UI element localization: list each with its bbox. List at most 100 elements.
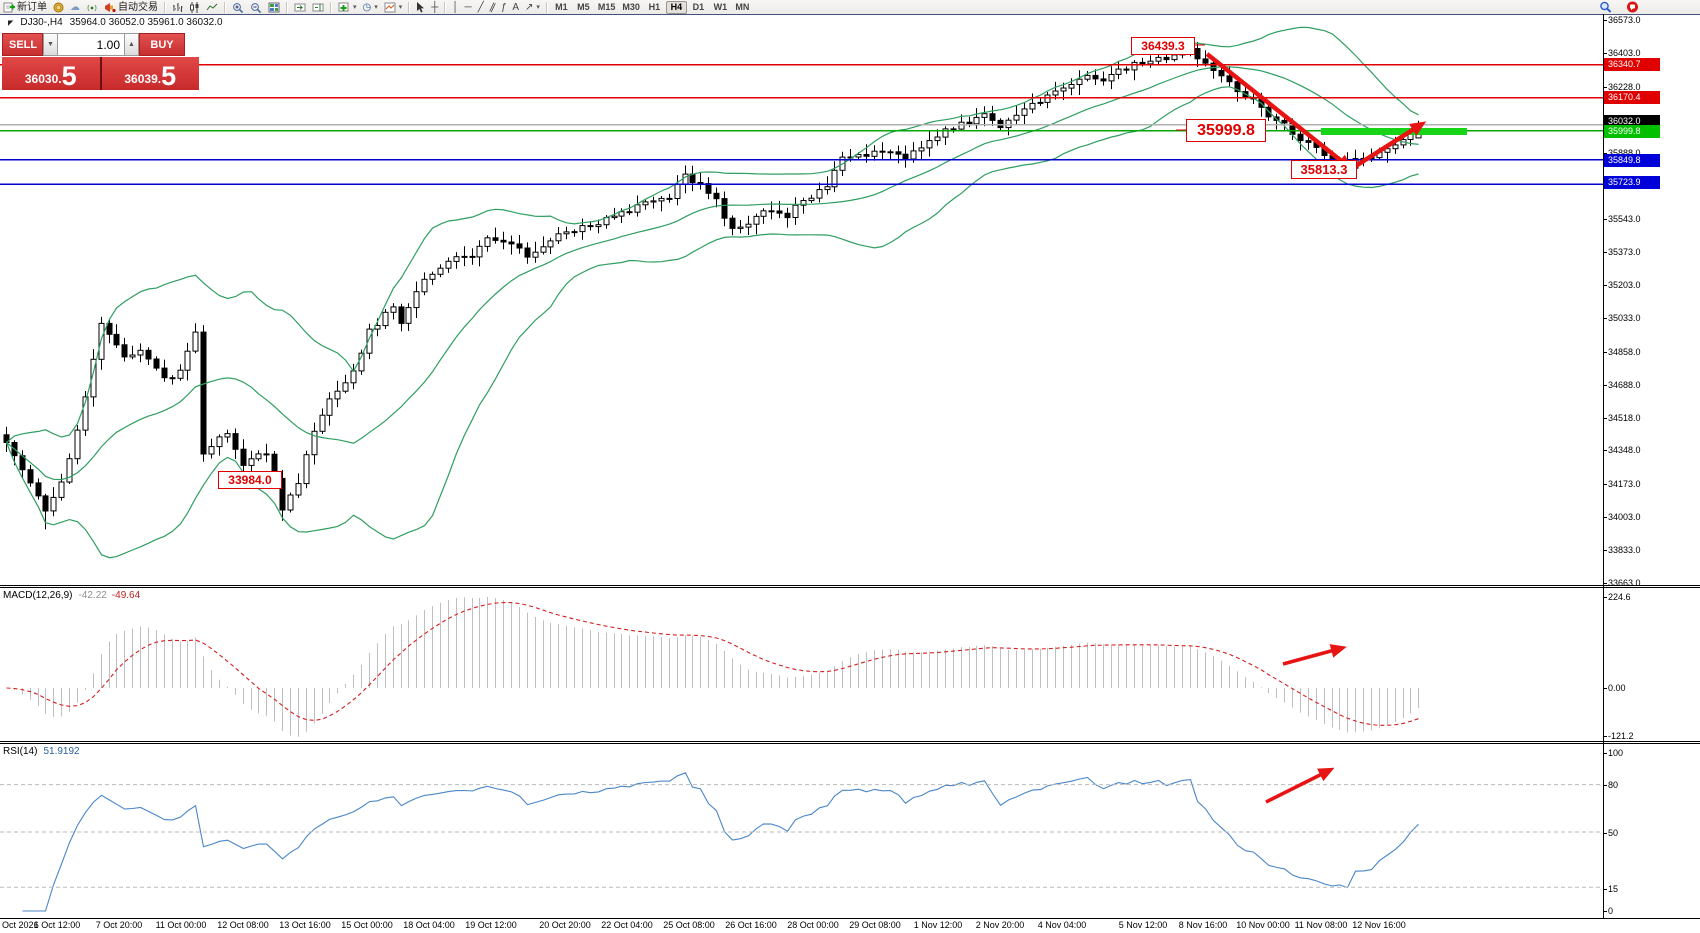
- horizontal-line-icon: ─: [464, 1, 472, 13]
- time-axis-label: 18 Oct 04:00: [403, 920, 455, 930]
- timeframe-m5[interactable]: M5: [573, 1, 594, 14]
- add-indicator-icon: [338, 2, 350, 13]
- fibonacci-icon: ƒ: [500, 1, 507, 13]
- autotrading-label: 自动交易: [118, 1, 158, 13]
- channel-button[interactable]: ∥: [487, 1, 498, 14]
- cursor-button[interactable]: [413, 1, 428, 14]
- time-axis: Oct 2021 6 Oct 12:00 7 Oct 20:00 11 Oct 00:…: [0, 919, 1700, 933]
- timeframe-m30[interactable]: M30: [619, 1, 643, 14]
- chart-shift-icon: [312, 2, 324, 13]
- text-button[interactable]: A: [509, 1, 522, 14]
- time-axis-label: 7 Oct 20:00: [95, 920, 143, 930]
- timeframe-h4[interactable]: H4: [665, 0, 687, 14]
- time-axis-label: 8 Nov 16:00: [1178, 920, 1228, 930]
- line-chart-button[interactable]: [203, 1, 221, 14]
- cloud-button[interactable]: ☁: [67, 1, 83, 14]
- search-button[interactable]: [1596, 1, 1615, 14]
- timeframe-group: M1 M5 M15 M30 H1 H4 D1 W1 MN: [551, 0, 753, 14]
- time-axis-label: 1 Nov 12:00: [913, 920, 963, 930]
- volume-decrease-button[interactable]: ▼: [43, 33, 58, 56]
- annotation-low-price[interactable]: 33984.0: [218, 471, 282, 489]
- time-axis-label: 6 Oct 12:00: [33, 920, 81, 930]
- buy-button[interactable]: BUY: [139, 33, 185, 56]
- timeframe-mn[interactable]: MN: [732, 1, 753, 14]
- time-axis-label: 15 Oct 00:00: [341, 920, 393, 930]
- toolbar-separator: [224, 1, 226, 13]
- one-click-trading-panel: SELL ▼ ▲ BUY 36030.5 36039.5: [2, 33, 199, 90]
- time-axis-label: 2 Nov 20:00: [975, 920, 1025, 930]
- time-axis-label: 4 Nov 04:00: [1037, 920, 1087, 930]
- volume-input[interactable]: [58, 33, 124, 56]
- trendline-icon: ╱: [477, 1, 484, 13]
- trendline-button[interactable]: ╱: [475, 1, 487, 14]
- sell-button[interactable]: SELL: [2, 33, 43, 56]
- toolbar-separator: [330, 1, 332, 13]
- chart-ohlc-values: 35964.0 36052.0 35961.0 36032.0: [69, 17, 223, 28]
- toolbar-separator: [286, 1, 288, 13]
- bar-chart-icon: [172, 2, 183, 13]
- candlestick-chart-button[interactable]: [186, 1, 203, 14]
- tile-windows-icon: [268, 2, 280, 13]
- toolbar-separator: [408, 1, 411, 13]
- macd-main-value: -42.22: [78, 590, 107, 601]
- crosshair-button[interactable]: ┼: [428, 1, 441, 14]
- rsi-value: 51.9192: [43, 746, 80, 757]
- line-chart-icon: [206, 2, 218, 13]
- timeframe-d1[interactable]: D1: [688, 1, 709, 14]
- horizontal-line-button[interactable]: ─: [462, 1, 475, 14]
- time-axis-label: 10 Nov 00:00: [1236, 920, 1290, 930]
- bar-chart-button[interactable]: [169, 1, 186, 14]
- sell-price-display[interactable]: 36030. 5: [2, 57, 100, 90]
- zoom-in-button[interactable]: [229, 1, 247, 14]
- time-axis-label: 20 Oct 20:00: [539, 920, 591, 930]
- fibonacci-button[interactable]: ƒ: [498, 1, 510, 14]
- template-icon: [384, 2, 396, 13]
- crosshair-icon: ┼: [431, 1, 439, 13]
- cloud-icon: ☁: [70, 1, 80, 13]
- time-axis-label: 26 Oct 16:00: [725, 920, 777, 930]
- timeframe-m15[interactable]: M15: [595, 1, 619, 14]
- macd-label-row: MACD(12,26,9) -42.22 -49.64: [3, 590, 140, 601]
- auto-scroll-button[interactable]: [291, 1, 309, 14]
- cursor-icon: [416, 1, 425, 13]
- macd-label: MACD(12,26,9): [3, 590, 73, 601]
- chart-shift-button[interactable]: [309, 1, 327, 14]
- top-toolbar: 新订单 ☁ 自动交易 ▾ ◷ ▾ ▾ ┼ │ ─ ╱ ∥ ƒ A ↗ ▾: [0, 0, 1700, 14]
- sell-price-main: 36030.: [24, 72, 62, 86]
- annotation-trough-price[interactable]: 35813.3: [1291, 160, 1357, 179]
- news-button[interactable]: [1623, 1, 1642, 14]
- zoom-out-icon: [250, 2, 262, 13]
- tile-windows-button[interactable]: [265, 1, 283, 14]
- annotation-peak-price[interactable]: 36439.3: [1131, 37, 1195, 55]
- macd-signal-value: -49.64: [111, 590, 141, 601]
- timeframe-h1[interactable]: H1: [644, 1, 665, 14]
- signals-button[interactable]: [83, 1, 101, 14]
- gold-coin-icon: [53, 2, 64, 13]
- zoom-out-button[interactable]: [247, 1, 265, 14]
- annotation-resistance-price[interactable]: 35999.8: [1186, 119, 1266, 142]
- autotrading-button[interactable]: 自动交易: [101, 1, 161, 14]
- time-axis-label: 12 Nov 16:00: [1352, 920, 1406, 930]
- chart-collapse-icon[interactable]: ◤: [8, 19, 14, 27]
- auto-scroll-icon: [294, 2, 306, 13]
- volume-increase-button[interactable]: ▲: [124, 33, 139, 56]
- templates-button[interactable]: ▾: [381, 1, 406, 14]
- timeframe-m1[interactable]: M1: [551, 1, 572, 14]
- channel-icon: ∥: [487, 0, 497, 14]
- chevron-down-icon: ▾: [398, 3, 403, 11]
- toolbar-separator: [164, 1, 166, 13]
- deposit-button[interactable]: [50, 1, 67, 14]
- rsi-label-row: RSI(14) 51.9192: [3, 746, 80, 757]
- indicators-button[interactable]: ▾: [335, 1, 360, 14]
- rsi-label: RSI(14): [3, 746, 38, 757]
- time-axis-label: 13 Oct 16:00: [279, 920, 331, 930]
- candlestick-icon: [189, 1, 200, 13]
- arrows-button[interactable]: ↗ ▾: [522, 1, 543, 14]
- buy-price-display[interactable]: 36039. 5: [101, 57, 199, 90]
- vertical-line-button[interactable]: │: [449, 1, 461, 14]
- new-order-button[interactable]: 新订单: [0, 1, 50, 14]
- periods-button[interactable]: ◷ ▾: [360, 1, 381, 14]
- timeframe-w1[interactable]: W1: [710, 1, 731, 14]
